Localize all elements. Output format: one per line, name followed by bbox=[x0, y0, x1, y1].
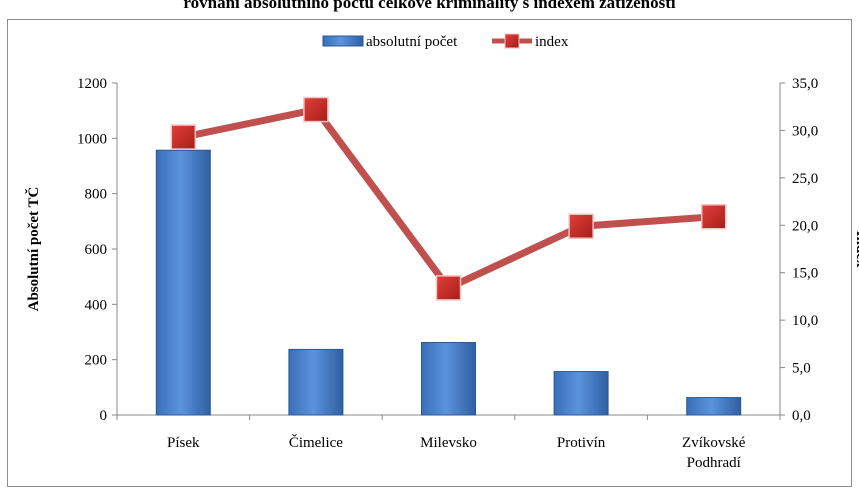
y2-tick-label: 35,0 bbox=[792, 76, 818, 92]
point-index bbox=[435, 275, 462, 301]
chart-frame bbox=[7, 19, 852, 487]
y-tick-label: 400 bbox=[85, 297, 108, 313]
y-tick-label: 600 bbox=[85, 242, 108, 258]
y2-axis-title: Index bbox=[853, 231, 859, 268]
legend-label-bar: absolutní počet bbox=[366, 34, 458, 50]
y-tick-label: 0 bbox=[100, 408, 108, 424]
x-tick-label: Protivín bbox=[557, 435, 606, 451]
x-tick-label: Milevsko bbox=[420, 435, 477, 451]
legend-swatch-marker bbox=[504, 33, 520, 49]
point-index bbox=[170, 124, 197, 150]
y2-tick-label: 20,0 bbox=[792, 218, 818, 234]
point-index bbox=[700, 203, 727, 230]
point-index bbox=[303, 96, 329, 123]
bar-absolutni-pocet bbox=[288, 348, 344, 416]
x-tick-label: Zvíkovské Podhradí bbox=[682, 435, 746, 471]
y2-tick-label: 25,0 bbox=[792, 171, 818, 187]
legend-swatch-bar bbox=[322, 35, 364, 47]
y2-tick-label: 10,0 bbox=[792, 313, 818, 329]
bar-absolutni-pocet bbox=[686, 397, 742, 416]
y2-tick-label: 30,0 bbox=[792, 123, 818, 139]
bar-absolutni-pocet bbox=[421, 342, 476, 416]
y-tick-label: 1200 bbox=[77, 76, 107, 92]
series-line-index bbox=[179, 106, 718, 292]
x-tick-label: Čimelice bbox=[289, 434, 343, 451]
y2-tick-label: 5,0 bbox=[792, 361, 811, 377]
y-axis-title: Absolutní počet TČ bbox=[25, 187, 42, 312]
y2-tick-label: 15,0 bbox=[792, 266, 818, 282]
point-index bbox=[568, 213, 594, 239]
x-tick-label: Písek bbox=[167, 435, 200, 451]
legend-label-line: index bbox=[535, 34, 569, 50]
legend: absolutní počet index bbox=[322, 33, 569, 50]
y-tick-label: 800 bbox=[85, 187, 108, 203]
y-tick-label: 200 bbox=[85, 353, 108, 369]
chart-title: rovnání absolutního počtu celkové krimin… bbox=[183, 0, 676, 12]
bar-absolutni-pocet bbox=[155, 149, 211, 416]
y2-tick-label: 0,0 bbox=[792, 408, 811, 424]
y-tick-label: 1000 bbox=[77, 131, 107, 147]
bar-absolutni-pocet bbox=[553, 371, 609, 416]
